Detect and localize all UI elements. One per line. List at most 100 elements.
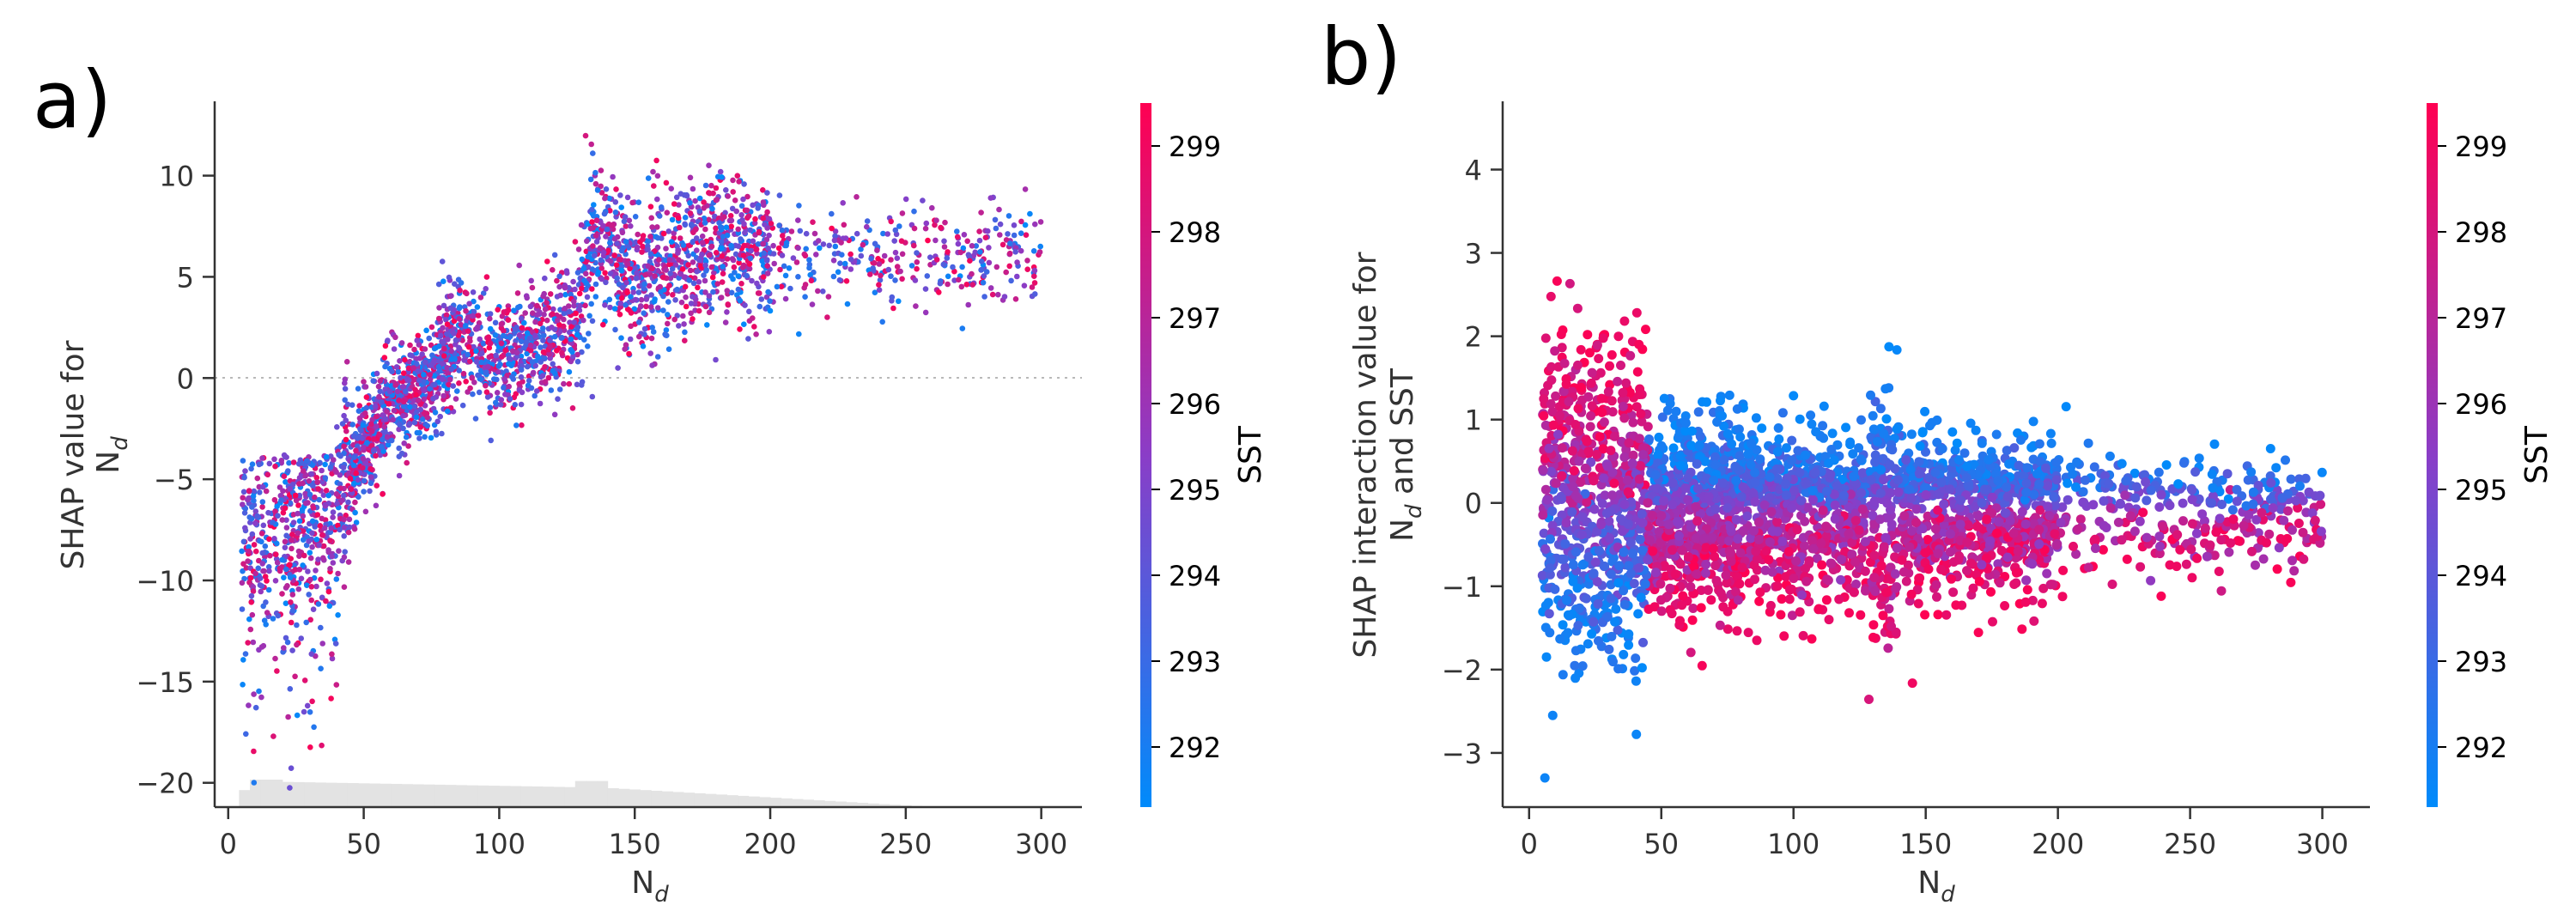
data-point	[1779, 631, 1789, 641]
data-point	[518, 401, 525, 408]
data-point	[2289, 566, 2300, 576]
data-point	[307, 491, 313, 498]
data-point	[359, 465, 366, 471]
data-point	[1003, 237, 1010, 243]
data-point	[273, 551, 279, 557]
data-point	[2117, 535, 2127, 545]
data-point	[458, 321, 465, 328]
data-point	[677, 270, 683, 277]
x-tick-label: 100	[473, 828, 526, 860]
data-point	[702, 226, 708, 233]
data-point	[1607, 349, 1617, 360]
data-point	[256, 688, 262, 695]
data-point	[985, 228, 991, 234]
data-point	[719, 253, 726, 259]
data-point	[2129, 468, 2140, 478]
data-point	[630, 289, 636, 295]
data-point	[369, 416, 375, 423]
data-point	[914, 259, 920, 265]
data-point	[239, 580, 246, 586]
data-point	[876, 287, 883, 294]
data-point	[618, 204, 624, 210]
data-point	[386, 388, 393, 395]
histogram-bar	[846, 802, 858, 807]
data-point	[440, 302, 447, 309]
data-point	[275, 513, 281, 519]
data-point	[987, 285, 994, 291]
data-point	[544, 300, 550, 306]
data-point	[892, 249, 899, 256]
data-point	[1619, 316, 1630, 326]
data-point	[1585, 422, 1595, 432]
data-point	[373, 452, 379, 459]
data-point	[606, 195, 612, 202]
data-point	[854, 230, 860, 237]
data-point	[2046, 438, 2057, 448]
data-point	[1732, 404, 1742, 414]
data-point	[633, 275, 640, 282]
data-point	[618, 264, 625, 270]
data-point	[747, 255, 754, 262]
data-point	[242, 651, 249, 657]
data-point	[993, 225, 999, 232]
data-point	[513, 325, 519, 331]
data-point	[723, 224, 730, 231]
data-point	[245, 496, 251, 503]
histogram-bar	[574, 780, 586, 807]
data-point	[376, 393, 382, 400]
data-point	[310, 505, 317, 511]
data-point	[550, 267, 556, 273]
data-point	[671, 272, 678, 279]
data-point	[884, 231, 890, 237]
data-point	[656, 213, 663, 219]
data-point	[256, 461, 263, 468]
data-point	[505, 317, 512, 324]
data-point	[524, 330, 531, 337]
data-point	[669, 265, 676, 272]
data-point	[335, 612, 341, 618]
data-point	[1539, 528, 1549, 538]
data-point	[598, 265, 605, 271]
histogram-bar	[423, 784, 435, 807]
data-point	[444, 321, 451, 328]
data-point	[323, 598, 329, 604]
data-point	[363, 404, 370, 411]
data-point	[263, 599, 269, 605]
data-point	[475, 313, 482, 319]
data-point	[518, 315, 525, 322]
data-point	[307, 744, 313, 750]
data-point	[956, 276, 962, 283]
data-point	[724, 232, 731, 239]
data-point	[348, 486, 355, 492]
histogram-bar	[250, 780, 262, 807]
data-point	[957, 249, 964, 256]
data-point	[257, 582, 264, 588]
data-point	[382, 363, 388, 370]
data-point	[618, 295, 625, 301]
data-point	[649, 362, 655, 368]
data-point	[885, 266, 892, 273]
data-point	[401, 440, 408, 446]
data-point	[473, 348, 479, 355]
data-point	[540, 349, 547, 355]
data-point	[950, 264, 956, 270]
data-point	[466, 301, 472, 307]
data-point	[444, 365, 450, 371]
data-point	[603, 279, 609, 286]
histogram-bar	[857, 803, 869, 807]
data-point	[247, 626, 254, 633]
data-point	[509, 373, 515, 380]
data-point	[356, 403, 363, 409]
data-point	[475, 324, 481, 331]
data-point	[242, 468, 248, 474]
data-point	[486, 354, 493, 361]
data-point	[604, 226, 611, 233]
data-point	[631, 306, 638, 313]
data-point	[761, 250, 767, 257]
data-point	[318, 624, 324, 631]
data-point	[612, 199, 619, 205]
data-point	[412, 386, 418, 393]
data-point	[617, 311, 623, 318]
data-point	[782, 295, 789, 302]
data-point	[265, 509, 271, 516]
